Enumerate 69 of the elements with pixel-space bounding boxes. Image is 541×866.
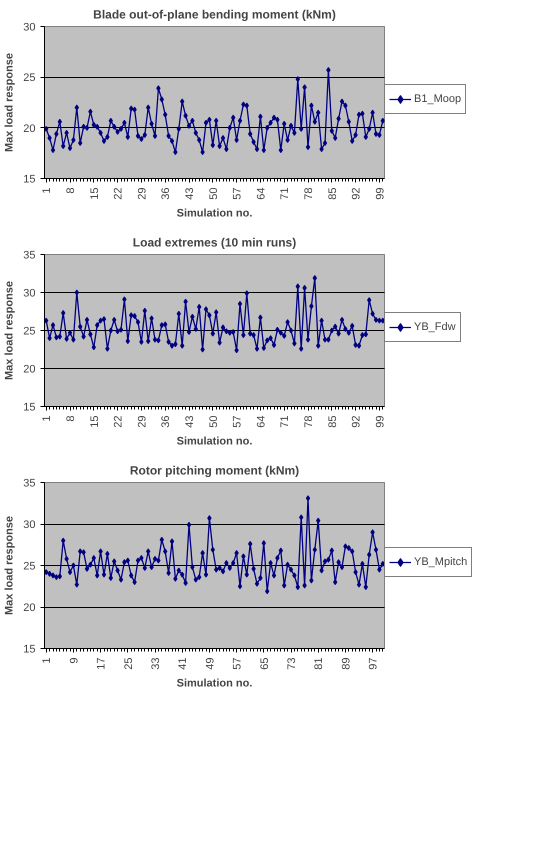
y-tick-label: 20 xyxy=(23,122,36,135)
x-tick-label: 29 xyxy=(136,187,148,200)
x-axis-title: Simulation no. xyxy=(176,436,252,448)
x-tick-label: 9 xyxy=(68,657,80,664)
x-tick-label: 78 xyxy=(303,187,315,200)
y-tick-label: 25 xyxy=(23,72,36,84)
x-tick-label: 64 xyxy=(255,415,268,428)
x-axis-title: Simulation no. xyxy=(176,678,252,690)
x-tick-label: 57 xyxy=(232,657,244,670)
x-tick-label: 15 xyxy=(88,187,101,200)
x-tick-label: 41 xyxy=(177,657,190,670)
x-tick-label: 22 xyxy=(112,415,125,428)
x-tick-label: 81 xyxy=(313,657,326,670)
y-tick-label: 15 xyxy=(23,174,36,186)
x-tick-label: 85 xyxy=(326,415,339,428)
x-tick-label: 49 xyxy=(204,657,216,670)
legend-label: YB_Fdw xyxy=(414,321,456,333)
x-tick-label: 17 xyxy=(96,657,108,670)
x-tick-label: 36 xyxy=(160,187,172,200)
legend-label: YB_Mpitch xyxy=(414,556,468,568)
x-tick-label: 92 xyxy=(350,187,363,200)
y-tick-label: 25 xyxy=(23,326,36,338)
x-tick-label: 1 xyxy=(41,187,54,194)
chart-title: Load extremes (10 min runs) xyxy=(132,236,296,250)
y-tick-label: 20 xyxy=(23,602,36,614)
x-tick-label: 85 xyxy=(326,187,339,200)
x-tick-label: 73 xyxy=(286,657,298,670)
x-tick-label: 57 xyxy=(232,415,244,428)
x-tick-label: 78 xyxy=(303,415,315,428)
x-tick-label: 36 xyxy=(160,415,172,428)
legend-label: B1_Moop xyxy=(414,93,462,105)
y-tick-label: 30 xyxy=(23,519,36,531)
x-tick-label: 8 xyxy=(65,415,77,422)
x-tick-label: 97 xyxy=(368,657,380,670)
x-tick-label: 71 xyxy=(279,187,292,200)
x-tick-label: 22 xyxy=(112,187,125,200)
y-tick-label: 15 xyxy=(23,402,36,414)
y-tick-label: 35 xyxy=(23,250,36,262)
x-tick-label: 92 xyxy=(350,415,363,428)
y-tick-label: 25 xyxy=(23,560,36,572)
y-tick-label: 30 xyxy=(23,22,36,34)
x-tick-label: 57 xyxy=(232,187,244,200)
x-tick-label: 43 xyxy=(184,415,196,428)
x-tick-label: 50 xyxy=(208,415,220,428)
x-tick-label: 15 xyxy=(88,415,101,428)
y-axis-title: Max load response xyxy=(3,516,16,616)
chart-title: Rotor pitching moment (kNm) xyxy=(130,464,300,478)
x-tick-label: 50 xyxy=(208,187,220,200)
x-tick-label: 89 xyxy=(340,657,352,670)
y-tick-label: 30 xyxy=(23,288,36,300)
y-axis-title: Max load response xyxy=(3,52,16,152)
y-tick-label: 15 xyxy=(23,644,36,656)
y-tick-label: 35 xyxy=(23,478,36,490)
x-tick-label: 65 xyxy=(258,657,271,670)
y-axis-title: Max load response xyxy=(3,280,16,380)
x-tick-label: 99 xyxy=(374,187,386,200)
x-tick-label: 25 xyxy=(122,657,135,670)
x-tick-label: 33 xyxy=(150,657,162,670)
x-tick-label: 29 xyxy=(136,415,148,428)
x-axis-title: Simulation no. xyxy=(176,208,252,220)
x-tick-label: 99 xyxy=(374,415,386,428)
x-tick-label: 1 xyxy=(41,657,54,664)
x-tick-label: 1 xyxy=(41,415,54,422)
y-tick-label: 20 xyxy=(23,364,36,376)
x-tick-label: 71 xyxy=(279,415,292,428)
x-tick-label: 64 xyxy=(255,187,268,200)
chart-title: Blade out-of-plane bending moment (kNm) xyxy=(93,8,336,22)
x-tick-label: 8 xyxy=(65,187,77,194)
x-tick-label: 43 xyxy=(184,187,196,200)
